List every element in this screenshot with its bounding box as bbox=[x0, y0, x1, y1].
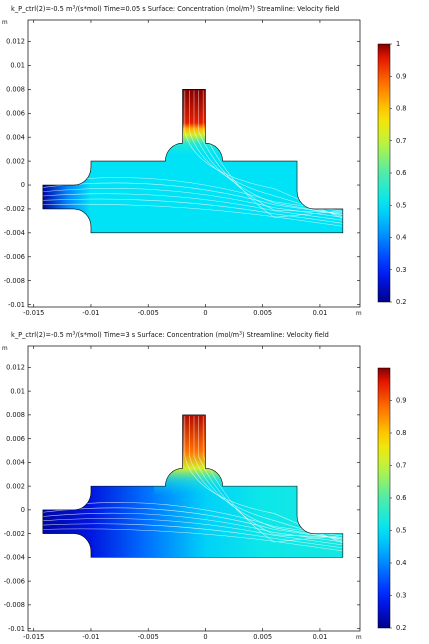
colorbar-tick-label: 0.4 bbox=[396, 559, 407, 567]
geometry-outline bbox=[42, 89, 344, 234]
colorbar-tick-label: 0.3 bbox=[396, 592, 407, 600]
plot-title: k_P_ctrl(2)=-0.5 m3/(s*mol) Time=0.05 s … bbox=[11, 5, 339, 14]
y-unit-label: m bbox=[2, 20, 8, 26]
y-tick-label: 0.002 bbox=[6, 157, 25, 165]
colorbar-tick-label: 0.2 bbox=[396, 624, 407, 632]
colorbar-tick-label: 0.6 bbox=[396, 494, 407, 502]
y-tick-label: 0.012 bbox=[6, 38, 25, 46]
x-unit-label: m bbox=[356, 635, 362, 641]
colorbar-tick-label: 0.9 bbox=[396, 397, 407, 405]
y-tick-label: 0.002 bbox=[6, 482, 25, 490]
y-tick-label: -0.002 bbox=[4, 205, 25, 213]
y-tick-label: -0.004 bbox=[4, 554, 25, 562]
colorbar bbox=[377, 367, 391, 629]
y-tick-label: -0.01 bbox=[8, 625, 25, 633]
x-tick-label: 0.01 bbox=[313, 633, 328, 641]
colorbar-tick-label: 0.8 bbox=[396, 429, 407, 437]
y-tick-label: 0.008 bbox=[6, 86, 25, 94]
y-unit-label: m bbox=[2, 346, 8, 352]
y-tick-label: -0.006 bbox=[4, 253, 25, 261]
panel-2: k_P_ctrl(2)=-0.5 m3/(s*mol) Time=3 s Sur… bbox=[2, 331, 407, 642]
plot-frame bbox=[27, 19, 361, 308]
x-tick-label: -0.015 bbox=[23, 309, 44, 317]
y-tick-label: 0.004 bbox=[6, 459, 25, 467]
y-tick-label: 0.01 bbox=[10, 62, 25, 70]
colorbar-tick-label: 0.4 bbox=[396, 234, 407, 242]
plot-title: k_P_ctrl(2)=-0.5 m3/(s*mol) Time=3 s Sur… bbox=[11, 331, 329, 340]
x-tick-label: 0 bbox=[203, 633, 207, 641]
y-tick-label: 0.01 bbox=[10, 387, 25, 395]
x-tick-label: -0.005 bbox=[138, 633, 159, 641]
colorbar-tick-label: 1 bbox=[396, 40, 400, 48]
y-tick-label: -0.006 bbox=[4, 577, 25, 585]
colorbar-tick-label: 0.3 bbox=[396, 266, 407, 274]
y-tick-label: 0 bbox=[21, 506, 25, 514]
x-tick-label: -0.015 bbox=[23, 633, 44, 641]
colorbar-tick-label: 0.7 bbox=[396, 137, 407, 145]
panel-1: k_P_ctrl(2)=-0.5 m3/(s*mol) Time=0.05 s … bbox=[2, 5, 407, 318]
y-tick-label: -0.01 bbox=[8, 301, 25, 309]
y-tick-label: 0.006 bbox=[6, 435, 25, 443]
y-tick-label: -0.008 bbox=[4, 601, 25, 609]
geometry-outline bbox=[42, 414, 344, 558]
colorbar bbox=[377, 43, 391, 303]
colorbar-tick-label: 0.7 bbox=[396, 462, 407, 470]
plot-frame bbox=[27, 345, 361, 632]
x-tick-label: -0.01 bbox=[82, 633, 99, 641]
y-tick-label: 0.006 bbox=[6, 109, 25, 117]
colorbar-tick-label: 0.6 bbox=[396, 169, 407, 177]
x-unit-label: m bbox=[356, 311, 362, 317]
y-tick-label: 0.008 bbox=[6, 411, 25, 419]
colorbar-tick-label: 0.9 bbox=[396, 72, 407, 80]
colorbar-tick-label: 0.5 bbox=[396, 201, 407, 209]
x-tick-label: 0 bbox=[203, 309, 207, 317]
x-tick-label: 0.01 bbox=[313, 309, 328, 317]
y-tick-label: -0.004 bbox=[4, 229, 25, 237]
colorbar-tick-label: 0.2 bbox=[396, 298, 407, 306]
y-tick-label: 0.012 bbox=[6, 364, 25, 372]
x-tick-label: -0.01 bbox=[82, 309, 99, 317]
y-tick-label: 0.004 bbox=[6, 133, 25, 141]
x-tick-label: 0.005 bbox=[253, 633, 272, 641]
y-tick-label: 0 bbox=[21, 181, 25, 189]
colorbar-tick-label: 0.5 bbox=[396, 527, 407, 535]
colorbar-tick-label: 0.8 bbox=[396, 105, 407, 113]
y-tick-label: -0.008 bbox=[4, 277, 25, 285]
x-tick-label: 0.005 bbox=[253, 309, 272, 317]
y-tick-label: -0.002 bbox=[4, 530, 25, 538]
x-tick-label: -0.005 bbox=[138, 309, 159, 317]
